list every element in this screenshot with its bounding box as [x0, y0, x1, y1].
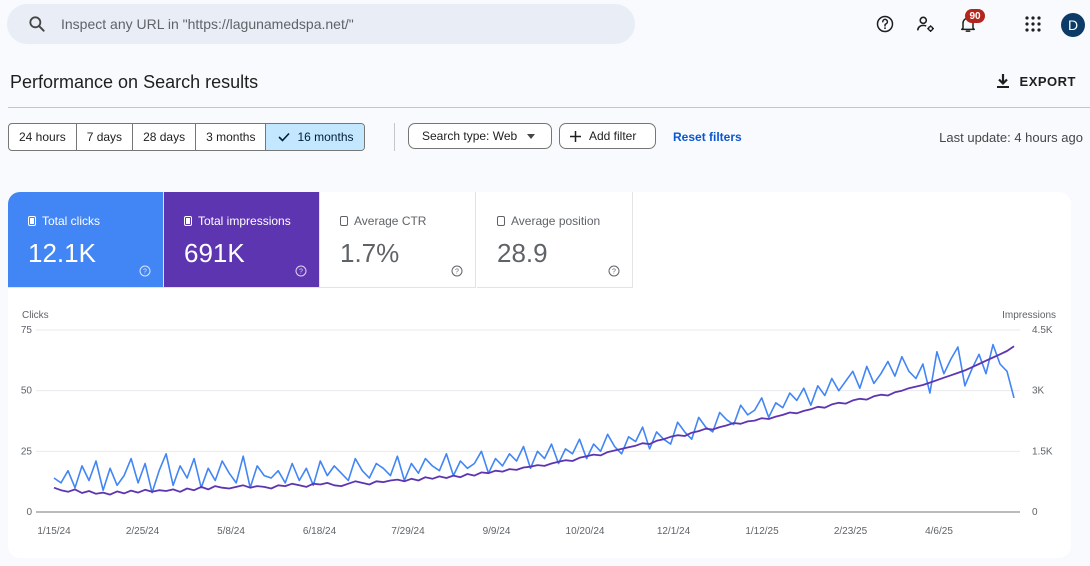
metric-value: 12.1K	[28, 238, 96, 268]
x-axis-tick-label: 4/6/25	[925, 526, 953, 537]
help-circle-icon[interactable]: ?	[295, 265, 307, 277]
search-type-dropdown[interactable]: Search type: Web	[408, 123, 552, 149]
x-axis-tick-label: 9/9/24	[483, 526, 511, 537]
search-icon	[29, 16, 45, 32]
reset-filters-link[interactable]: Reset filters	[673, 130, 742, 144]
performance-chart[interactable]: 0 0 25 1.5K 50 3K 75 4.5K Clicks Impressions 1/15/…	[8, 302, 1071, 552]
x-axis-tick-label: 1/12/25	[745, 526, 779, 537]
date-range-3-months[interactable]: 3 months	[196, 124, 267, 150]
url-inspect-input[interactable]	[61, 16, 581, 32]
date-range-7-days[interactable]: 7 days	[77, 124, 134, 150]
metric-value: 691K	[184, 238, 245, 268]
metric-label-row: Total clicks	[28, 214, 100, 228]
metric-total-impressions[interactable]: Total impressions 691K ?	[164, 192, 320, 288]
left-axis-tick-label: 25	[21, 446, 33, 457]
account-avatar[interactable]: D	[1061, 13, 1085, 37]
checkbox-checked-icon[interactable]	[28, 216, 36, 226]
checkbox-unchecked-icon[interactable]	[340, 216, 348, 226]
series-line-clicks	[53, 343, 1015, 494]
help-circle-icon[interactable]: ?	[139, 265, 151, 277]
date-range-24-hours[interactable]: 24 hours	[9, 124, 77, 150]
svg-text:?: ?	[455, 269, 459, 276]
manage-users-icon[interactable]	[914, 12, 938, 36]
series-line-impressions	[53, 345, 1015, 496]
performance-card: Total clicks 12.1K ? Total impressions 6…	[8, 192, 1071, 558]
metric-total-clicks[interactable]: Total clicks 12.1K ?	[8, 192, 164, 288]
help-icon[interactable]	[873, 12, 897, 36]
right-axis-tick-label: 3K	[1032, 386, 1045, 397]
filter-separator	[394, 123, 395, 151]
x-axis-tick-label: 2/23/25	[834, 526, 868, 537]
selected-range-label: 16 months	[297, 130, 354, 144]
export-label: EXPORT	[1019, 73, 1076, 89]
title-divider	[8, 107, 1090, 108]
metric-value: 28.9	[497, 238, 548, 268]
metric-average-position[interactable]: Average position 28.9 ?	[477, 192, 633, 288]
plus-icon	[570, 130, 581, 142]
notification-count-badge: 90	[965, 9, 985, 23]
export-button[interactable]: EXPORT	[996, 73, 1076, 89]
checkbox-unchecked-icon[interactable]	[497, 216, 505, 226]
search-type-label: Search type: Web	[422, 129, 518, 143]
left-axis-tick-label: 75	[21, 325, 33, 336]
metric-value: 1.7%	[340, 238, 400, 268]
last-update-text: Last update: 4 hours ago	[939, 130, 1083, 145]
x-axis-tick-label: 2/25/24	[126, 526, 160, 537]
metric-label: Average position	[511, 214, 601, 228]
x-axis-tick-label: 5/8/24	[217, 526, 245, 537]
metric-label-row: Average position	[497, 214, 600, 228]
svg-text:?: ?	[299, 269, 303, 276]
left-axis-tick-label: 50	[21, 386, 33, 397]
left-axis-label: Clicks	[22, 310, 49, 321]
right-axis-tick-label: 4.5K	[1032, 325, 1053, 336]
apps-grid-icon[interactable]	[1021, 12, 1045, 36]
download-icon	[996, 74, 1009, 88]
right-axis-label: Impressions	[1002, 310, 1056, 321]
date-range-28-days[interactable]: 28 days	[133, 124, 197, 150]
x-axis-tick-label: 6/18/24	[303, 526, 337, 537]
metric-label: Average CTR	[354, 214, 427, 228]
svg-text:?: ?	[143, 269, 147, 276]
svg-text:?: ?	[612, 269, 616, 276]
metric-label-row: Total impressions	[184, 214, 291, 228]
dropdown-arrow-icon	[527, 133, 536, 139]
x-axis-tick-label: 10/20/24	[566, 526, 605, 537]
check-icon	[278, 132, 291, 142]
metric-label-row: Average CTR	[340, 214, 426, 228]
date-range-selector: 24 hours 7 days 28 days 3 months 16 mont…	[8, 123, 365, 151]
url-inspect-bar[interactable]	[7, 4, 635, 44]
checkbox-checked-icon[interactable]	[184, 216, 192, 226]
add-filter-label: Add filter	[589, 129, 637, 143]
metric-label: Total impressions	[198, 214, 291, 228]
x-axis-tick-label: 7/29/24	[391, 526, 425, 537]
add-filter-button[interactable]: Add filter	[559, 123, 656, 149]
right-axis-tick-label: 1.5K	[1032, 446, 1053, 457]
x-axis-tick-label: 12/1/24	[657, 526, 691, 537]
help-circle-icon[interactable]: ?	[451, 265, 463, 277]
help-circle-icon[interactable]: ?	[608, 265, 620, 277]
right-axis-tick-label: 0	[1032, 507, 1038, 518]
date-range-16-months[interactable]: 16 months	[266, 124, 364, 150]
x-axis-tick-label: 1/15/24	[37, 526, 71, 537]
page-title: Performance on Search results	[10, 72, 259, 92]
left-axis-tick-label: 0	[26, 507, 32, 518]
metric-average-ctr[interactable]: Average CTR 1.7% ?	[320, 192, 476, 288]
metric-label: Total clicks	[42, 214, 101, 228]
